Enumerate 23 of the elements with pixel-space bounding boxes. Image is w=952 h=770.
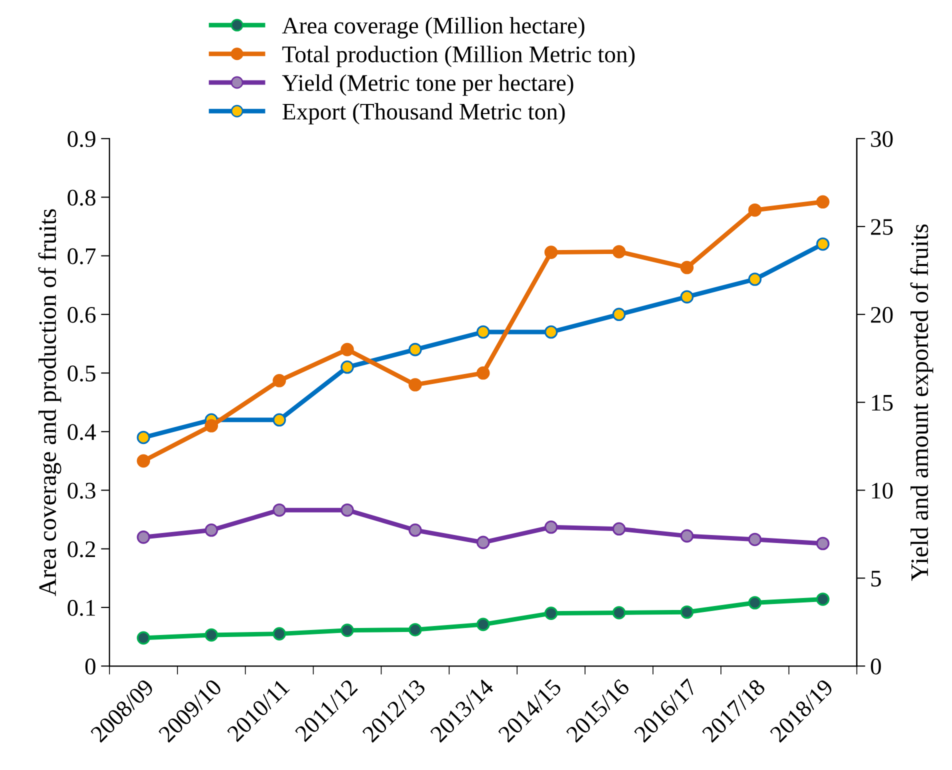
y-tick-label: 0.1 [68, 600, 95, 616]
legend-label: Yield (Metric tone per hectare) [282, 74, 574, 96]
y-tick-label: 0.7 [68, 248, 96, 264]
y2-tick-label: 10 [872, 482, 893, 499]
y2-tick-label: 20 [871, 306, 893, 323]
y2-tick-label: 0 [870, 658, 881, 674]
legend-label: Export (Thousand Metric ton) [282, 103, 565, 124]
legend-label: Area coverage (Million hectare) [282, 17, 584, 39]
y2-tick-label: 15 [872, 394, 893, 411]
y-tick-label: 0.8 [68, 190, 96, 206]
y-tick-label: 0.6 [68, 306, 96, 323]
y2-tick-label: 5 [871, 570, 881, 587]
y2-axis-title: Yield and amount exported of fruits [910, 224, 934, 581]
y-tick-label: 0.9 [68, 131, 96, 148]
y-tick-label: 0.4 [68, 424, 96, 440]
y-tick-label: 0 [85, 658, 96, 674]
y2-tick-label: 25 [871, 219, 893, 235]
legend-label: Total production (Million Metric ton) [282, 46, 635, 68]
y-tick-label: 0.2 [68, 541, 95, 558]
y-axis-title: Area coverage and production of fruits [38, 209, 62, 596]
y-tick-label: 0.3 [68, 482, 96, 499]
y-tick-label: 0.5 [68, 366, 96, 382]
y2-tick-label: 30 [871, 131, 893, 148]
